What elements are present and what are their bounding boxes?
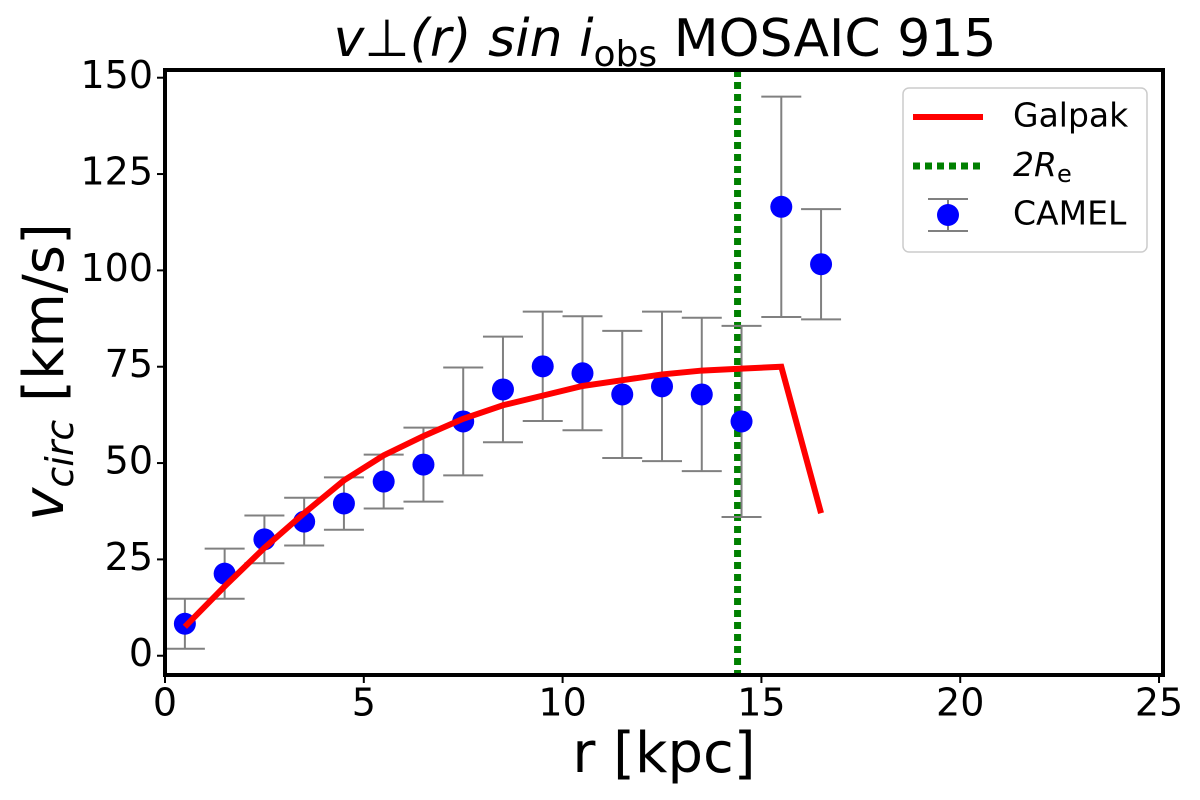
y-label-sub: circ (38, 420, 82, 488)
x-tick-label: 15 (737, 681, 785, 725)
data-point (571, 362, 594, 385)
x-tick-label: 0 (153, 681, 177, 725)
data-point (690, 383, 713, 406)
title-rest: MOSAIC 915 (657, 9, 996, 69)
y-label-rest: [km/s] (12, 223, 77, 420)
x-axis-label: r [kpc] (572, 721, 755, 786)
y-label-main: v (12, 487, 77, 521)
data-point (651, 375, 674, 398)
legend-label: CAMEL (1013, 194, 1127, 233)
data-point (611, 383, 634, 406)
plot-area (165, 70, 842, 675)
y-tick-label: 125 (80, 150, 153, 194)
y-tick-label: 75 (105, 342, 153, 386)
y-tick-label: 150 (80, 53, 153, 97)
data-point (810, 253, 833, 276)
data-line (182, 363, 824, 629)
y-tick-label: 0 (129, 631, 153, 675)
data-point (491, 378, 514, 401)
y-tick-label: 50 (105, 439, 153, 483)
y-axis-label: vcirc [km/s] (12, 223, 81, 521)
x-tick-label: 5 (352, 681, 376, 725)
data-point (412, 453, 435, 476)
data-point (770, 195, 793, 218)
legend-swatch (937, 204, 959, 226)
data-point (531, 355, 554, 378)
x-tick-label: 25 (1135, 681, 1183, 725)
data-point (372, 470, 395, 493)
legend-label-main: 2R (1013, 145, 1057, 184)
data-point (730, 410, 753, 433)
y-tick-label: 25 (105, 535, 153, 579)
x-tick-label: 10 (538, 681, 586, 725)
chart-title: v⊥(r) sin iobs MOSAIC 915 (334, 9, 997, 75)
title-main: v⊥(r) sin i (334, 9, 595, 69)
legend-frame (902, 87, 1148, 253)
x-tick-label: 20 (936, 681, 984, 725)
legend-label: 2Re (1013, 145, 1072, 189)
y-tick-label: 100 (80, 246, 153, 290)
legend-label: Galpak (1013, 96, 1129, 135)
plot-frame (163, 68, 1165, 677)
data-point (332, 492, 355, 515)
legend-label-sub: e (1057, 160, 1072, 188)
